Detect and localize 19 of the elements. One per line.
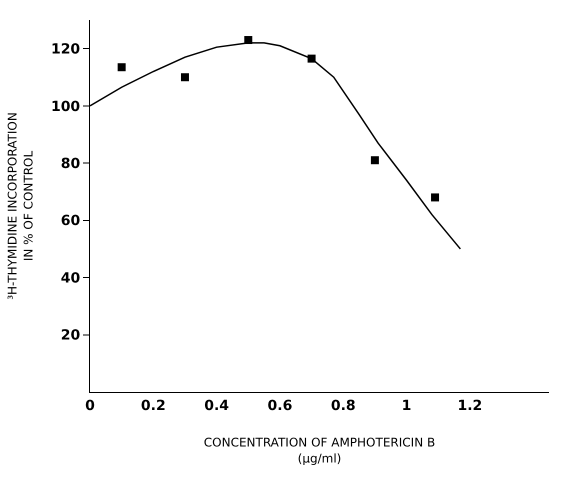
x-axis-title: CONCENTRATION OF AMPHOTERICIN B (µg/ml)	[204, 436, 436, 466]
x-tick-label: 1	[402, 398, 412, 414]
y-axis-title: ³H-THYMIDINE INCORPORATION IN % OF CONTROL	[6, 112, 36, 300]
x-tick-label: 0.2	[140, 398, 166, 414]
point	[370, 156, 379, 164]
y-tick-label: 80	[60, 156, 80, 172]
y-tick-label: 100	[50, 98, 80, 115]
x-tick-label: 0.8	[330, 398, 356, 414]
y-tick-label: 20	[60, 328, 80, 344]
y-tick-label: 120	[50, 42, 80, 58]
point	[180, 73, 189, 82]
point	[118, 63, 126, 72]
x-tick-label: 1.2	[457, 398, 482, 414]
x-tick-label: 0.6	[268, 398, 292, 414]
x-tick-label: 0.4	[204, 398, 230, 414]
y-tick-label: 40	[60, 270, 80, 286]
point	[431, 193, 440, 202]
x-tick-label: 0	[85, 398, 96, 414]
y-tick-label: 60	[60, 213, 80, 230]
